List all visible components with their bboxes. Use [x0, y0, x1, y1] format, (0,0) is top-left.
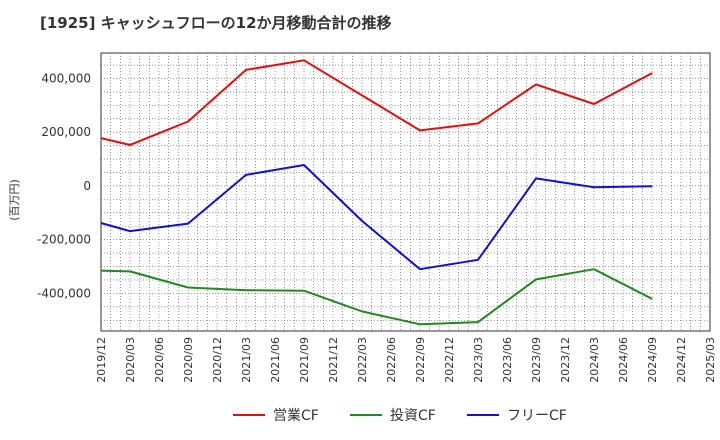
data-point — [477, 321, 479, 323]
data-point — [419, 268, 421, 270]
x-tick-label: 2022/12 — [443, 337, 456, 383]
x-tick-label: 2022/06 — [385, 337, 398, 383]
y-tick-label: 400,000 — [41, 72, 91, 86]
data-point — [187, 286, 189, 288]
y-tick-label: -200,000 — [37, 233, 91, 247]
data-point — [245, 289, 247, 291]
y-axis-label: (百万円) — [8, 179, 21, 221]
x-tick-label: 2023/09 — [530, 337, 543, 383]
data-point — [361, 220, 363, 222]
x-tick-label: 2021/03 — [240, 337, 253, 383]
x-tick-label: 2020/12 — [211, 337, 224, 383]
data-point — [245, 174, 247, 176]
data-point — [477, 122, 479, 124]
x-tick-label: 2023/06 — [501, 337, 514, 383]
data-point — [100, 222, 102, 224]
plot-frame — [100, 52, 711, 332]
data-point — [651, 298, 653, 300]
data-point — [535, 177, 537, 179]
data-point — [245, 69, 247, 71]
y-tick-label: -400,000 — [37, 286, 91, 300]
data-point — [303, 290, 305, 292]
data-point — [535, 83, 537, 85]
x-tick-label: 2021/12 — [327, 337, 340, 383]
data-point — [187, 120, 189, 122]
y-tick-label: 0 — [83, 179, 91, 193]
x-tick-label: 2024/03 — [588, 337, 601, 383]
data-point — [129, 230, 131, 232]
axis-layer: 400,000 200,000 0 -200,000 -400,000 (百万円) 2019… — [8, 72, 717, 383]
series-layer — [100, 59, 653, 326]
data-point — [535, 278, 537, 280]
x-tick-label: 2024/09 — [646, 337, 659, 383]
data-point — [593, 103, 595, 105]
x-tick-label: 2022/09 — [414, 337, 427, 383]
data-point — [419, 129, 421, 131]
x-tick-label: 2025/03 — [704, 337, 717, 383]
data-point — [100, 137, 102, 139]
x-tick-label: 2023/12 — [559, 337, 572, 383]
x-tick-label: 2021/06 — [269, 337, 282, 383]
x-tick-label: 2020/03 — [124, 337, 137, 383]
x-tick-label: 2024/06 — [617, 337, 630, 383]
data-point — [129, 270, 131, 272]
data-point — [100, 270, 102, 272]
y-tick-label: 200,000 — [41, 125, 91, 139]
data-point — [651, 72, 653, 74]
chart-title: [1925] キャッシュフローの12か月移動合計の推移 — [40, 14, 392, 32]
series-line-1 — [100, 59, 653, 146]
data-point — [187, 223, 189, 225]
grid-layer — [100, 52, 711, 332]
series-line-2 — [100, 268, 653, 326]
x-tick-label: 2020/06 — [153, 337, 166, 383]
data-point — [477, 259, 479, 261]
series-line-3 — [100, 164, 653, 271]
data-point — [303, 59, 305, 61]
data-point — [303, 164, 305, 166]
data-point — [419, 323, 421, 325]
x-tick-label: 2019/12 — [95, 337, 108, 383]
data-point — [361, 310, 363, 312]
data-point — [129, 144, 131, 146]
data-point — [593, 186, 595, 188]
legend-layer: 営業CF 投資CF フリーCF — [233, 408, 567, 424]
x-tick-label: 2021/09 — [298, 337, 311, 383]
x-tick-label: 2020/09 — [182, 337, 195, 383]
x-tick-label: 2023/03 — [472, 337, 485, 383]
legend-label: 営業CF — [273, 408, 319, 424]
x-tick-label: 2022/03 — [356, 337, 369, 383]
legend-label: フリーCF — [507, 408, 567, 424]
data-point — [593, 268, 595, 270]
legend-label: 投資CF — [390, 408, 436, 424]
x-tick-label: 2024/12 — [675, 337, 688, 383]
data-point — [651, 185, 653, 187]
